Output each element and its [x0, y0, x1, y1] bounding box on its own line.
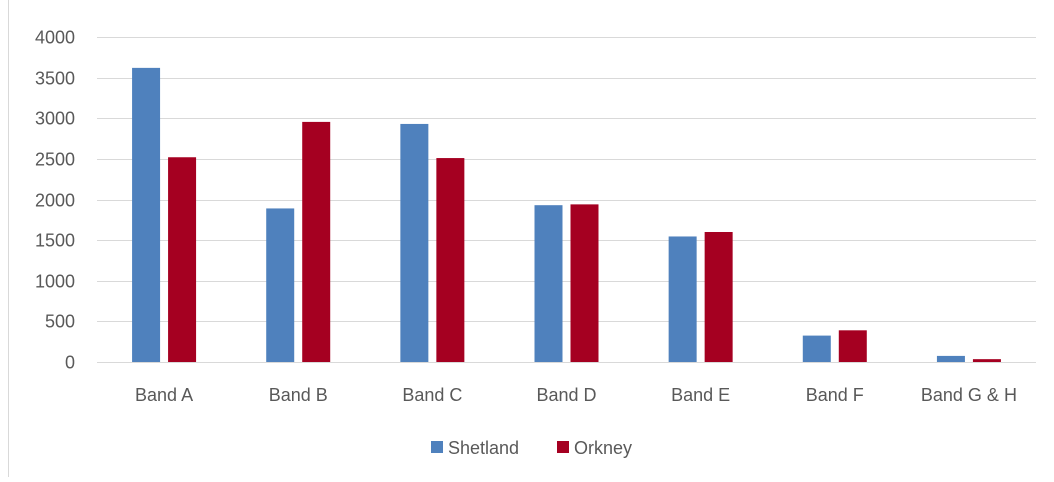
bar-orkney-6: [972, 359, 1001, 362]
legend-swatch-orkney: [557, 441, 569, 453]
bar-orkney-3: [570, 204, 599, 362]
y-tick-label: 500: [45, 312, 75, 332]
bar-orkney-5: [838, 330, 867, 362]
y-tick-label: 1500: [35, 231, 75, 251]
y-tick-label: 2500: [35, 150, 75, 170]
bar-shetland-4: [668, 236, 697, 362]
x-tick-label: Band G & H: [921, 385, 1017, 405]
bar-shetland-0: [132, 67, 161, 362]
y-tick-label: 4000: [35, 28, 75, 48]
bar-orkney-4: [704, 232, 733, 362]
bar-shetland-3: [534, 205, 563, 362]
bar-shetland-6: [936, 355, 965, 362]
y-tick-label: 3500: [35, 69, 75, 89]
legend-label-shetland: Shetland: [448, 438, 519, 458]
bar-shetland-1: [266, 208, 295, 362]
x-tick-label: Band B: [269, 385, 328, 405]
x-tick-label: Band A: [135, 385, 193, 405]
bar-orkney-2: [436, 158, 465, 362]
bars: [132, 67, 1001, 362]
bar-shetland-5: [802, 335, 831, 362]
x-tick-label: Band E: [671, 385, 730, 405]
bar-orkney-0: [168, 157, 197, 362]
bar-shetland-2: [400, 123, 429, 362]
y-tick-label: 0: [65, 353, 75, 373]
y-tick-label: 2000: [35, 191, 75, 211]
y-tick-label: 3000: [35, 109, 75, 129]
x-axis-tick-labels: Band A Band B Band C Band D Band E Band F Band…: [135, 385, 1017, 405]
x-tick-label: Band C: [402, 385, 462, 405]
legend: Shetland Orkney: [431, 438, 632, 458]
y-tick-label: 1000: [35, 272, 75, 292]
legend-label-orkney: Orkney: [574, 438, 632, 458]
gridlines: [97, 37, 1036, 322]
legend-swatch-shetland: [431, 441, 443, 453]
y-axis-tick-labels: 0 500 1000 1500 2000 2500 3000 3500 4000: [35, 28, 75, 373]
x-tick-label: Band F: [806, 385, 864, 405]
x-tick-label: Band D: [536, 385, 596, 405]
bar-orkney-1: [302, 121, 331, 362]
